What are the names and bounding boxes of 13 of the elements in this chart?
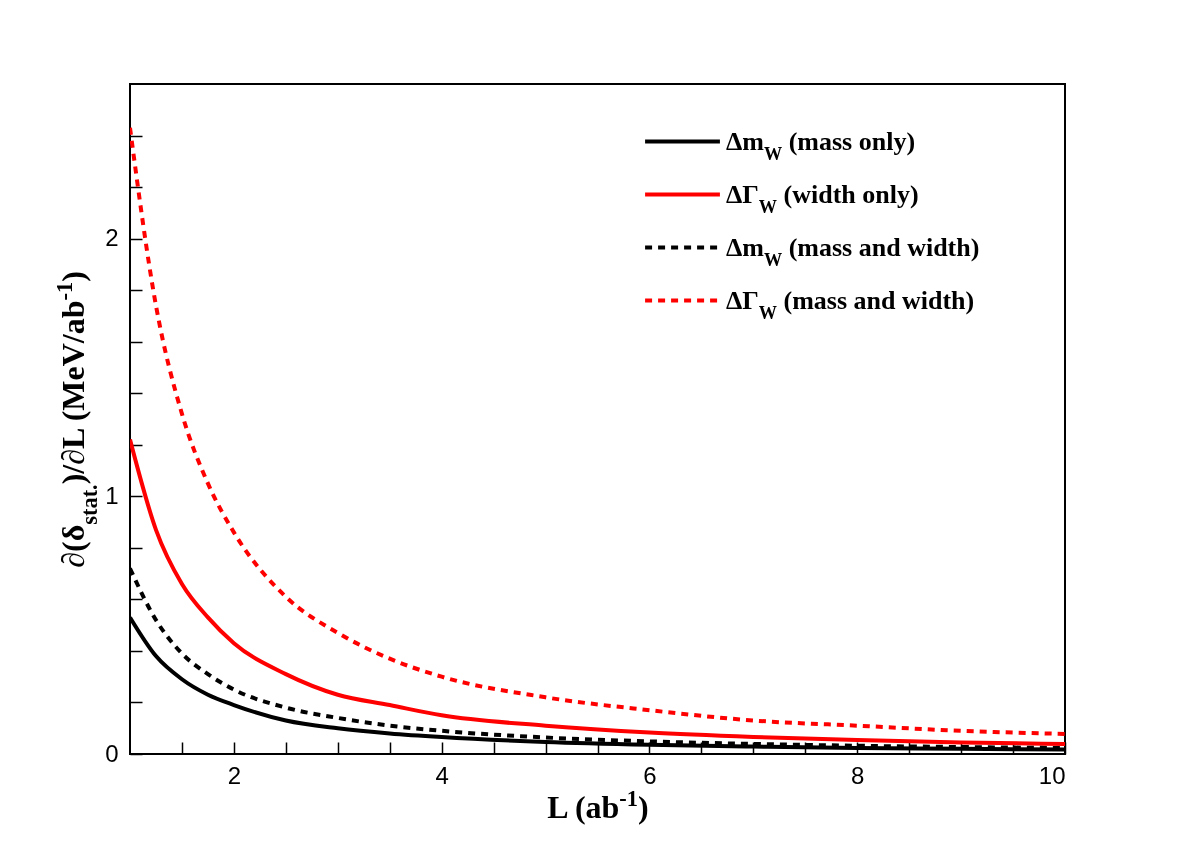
x-tick-label: 8 bbox=[851, 761, 865, 789]
legend-label: Δm$_{W}$ (mass only) bbox=[726, 126, 916, 164]
line-series bbox=[130, 437, 1065, 746]
y-tick-label: 0 bbox=[105, 739, 119, 767]
legend-label: ΔΓ$_{W}$ (width only) bbox=[726, 179, 919, 217]
x-tick-label: 10 bbox=[1038, 761, 1066, 789]
line-series bbox=[130, 125, 1065, 736]
x-tick-label: 4 bbox=[435, 761, 449, 789]
legend-label: Δm$_{W}$ (mass and width) bbox=[726, 232, 980, 270]
legend-label: ΔΓ$_{W}$ (mass and width) bbox=[726, 285, 975, 323]
y-tick-label: 1 bbox=[105, 481, 119, 509]
x-tick-label: 2 bbox=[227, 761, 242, 789]
y-tick-label: 2 bbox=[105, 224, 119, 252]
